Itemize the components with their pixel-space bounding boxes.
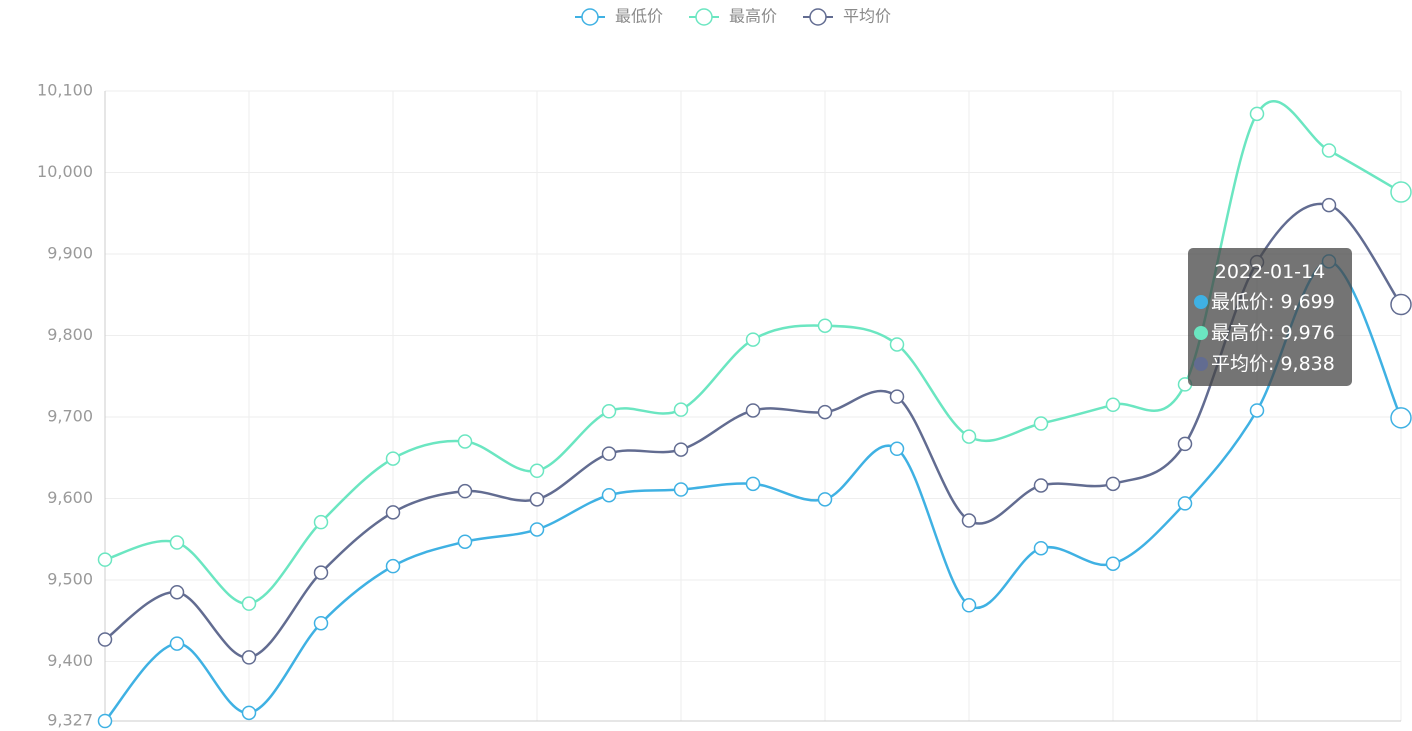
data-point: [673, 442, 689, 457]
legend-icon-circle: [581, 8, 599, 26]
data-point: [1033, 540, 1049, 556]
data-point: [169, 584, 185, 600]
data-point: [529, 463, 545, 479]
data-point: [601, 487, 617, 503]
data-point: [457, 434, 473, 449]
y-tick-label: 9,327: [47, 711, 93, 730]
y-tick-label: 9,700: [47, 407, 93, 426]
legend-icon-circle: [809, 8, 827, 26]
data-point: [97, 713, 113, 729]
data-point: [745, 403, 761, 418]
data-point: [1390, 181, 1412, 203]
data-point: [1033, 478, 1049, 493]
tooltip-row: 平均价: 9,838: [1194, 349, 1346, 380]
data-point: [385, 451, 401, 466]
tooltip-value: 9,838: [1280, 353, 1335, 375]
data-point: [97, 632, 113, 647]
data-point: [529, 522, 545, 537]
data-point: [385, 558, 401, 574]
data-point: [745, 332, 761, 347]
data-point: [1249, 403, 1265, 418]
data-point: [241, 650, 257, 665]
data-point: [241, 596, 257, 611]
data-point: [169, 535, 185, 550]
data-point: [169, 636, 185, 651]
tooltip-series-name: 平均价: [1211, 353, 1269, 375]
data-point: [1033, 416, 1049, 431]
series-line: [104, 260, 1403, 722]
y-tick-label: 9,800: [47, 325, 93, 344]
tooltip: 2022-01-14 最低价: 9,699 最高价: 9,976 平均价: 9,83…: [1188, 248, 1352, 386]
data-point: [1177, 436, 1193, 452]
data-point: [601, 404, 617, 419]
y-tick-label: 10,100: [37, 81, 93, 100]
data-point: [889, 389, 905, 404]
data-point: [889, 441, 905, 457]
tooltip-separator: :: [1268, 291, 1281, 313]
tooltip-value: 9,699: [1280, 291, 1335, 313]
tooltip-dot: [1194, 326, 1208, 340]
data-point: [961, 513, 977, 528]
legend-icon-circle: [695, 8, 713, 26]
data-point: [1321, 197, 1337, 213]
y-tick-label: 9,600: [47, 488, 93, 507]
tooltip-dot: [1194, 357, 1208, 371]
tooltip-date: 2022-01-14: [1214, 261, 1326, 283]
tooltip-row: 最低价: 9,699: [1194, 287, 1346, 318]
tooltip-series-name: 最低价: [1211, 291, 1269, 313]
data-point: [889, 337, 905, 352]
data-point: [97, 552, 113, 567]
data-point: [673, 402, 689, 417]
data-point: [745, 476, 761, 492]
tooltip-separator: :: [1268, 353, 1281, 375]
legend-label: 平均价: [843, 7, 891, 26]
data-point: [457, 483, 473, 499]
data-point: [313, 565, 329, 580]
y-tick-label: 9,400: [47, 651, 93, 670]
tooltip-separator: :: [1268, 322, 1281, 344]
data-point: [1249, 106, 1265, 122]
data-point: [961, 429, 977, 444]
data-point: [1105, 556, 1121, 571]
data-point: [1105, 476, 1121, 492]
tooltip-value: 9,976: [1280, 322, 1335, 344]
data-point: [1390, 293, 1412, 316]
data-point: [457, 534, 473, 549]
legend-label: 最高价: [729, 7, 777, 26]
data-point: [961, 598, 977, 613]
data-point: [817, 318, 833, 333]
data-point: [385, 505, 401, 520]
data-point: [313, 615, 329, 631]
data-point: [241, 705, 257, 721]
data-point: [673, 482, 689, 497]
data-point: [313, 514, 329, 530]
data-point: [529, 492, 545, 507]
data-point: [1105, 397, 1121, 413]
tooltip-series-name: 最高价: [1211, 322, 1269, 344]
data-point: [817, 492, 833, 507]
data-point: [1390, 407, 1412, 429]
data-point: [601, 446, 617, 461]
y-tick-label: 9,500: [47, 570, 93, 589]
tooltip-row: 最高价: 9,976: [1194, 318, 1346, 349]
data-point: [1321, 143, 1337, 158]
data-point: [1177, 496, 1193, 511]
tooltip-dot: [1194, 295, 1208, 309]
legend-label: 最低价: [615, 7, 663, 26]
y-tick-label: 10,000: [37, 162, 93, 181]
data-point: [817, 404, 833, 420]
y-tick-label: 9,900: [47, 244, 93, 263]
